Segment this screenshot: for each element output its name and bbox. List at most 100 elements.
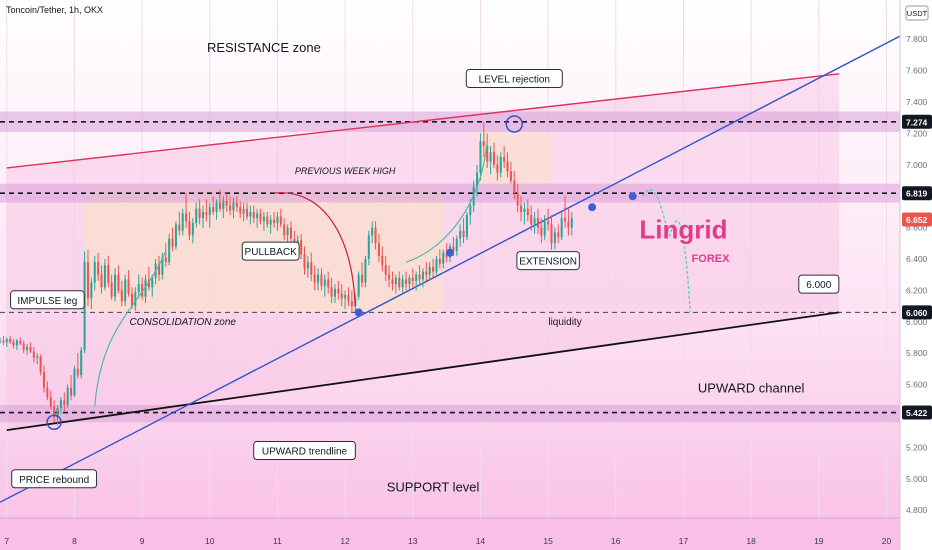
candle-body bbox=[476, 172, 479, 187]
candle-body bbox=[333, 288, 336, 297]
candle-body bbox=[266, 216, 269, 225]
impulse-leg-label: IMPULSE leg bbox=[17, 296, 77, 307]
candle-body bbox=[273, 219, 276, 223]
liquidity-label: liquidity bbox=[548, 317, 581, 328]
price-tag bbox=[902, 305, 932, 320]
candle-body bbox=[80, 350, 83, 376]
candle-body bbox=[361, 274, 364, 283]
candle-body bbox=[540, 227, 543, 236]
candle-body bbox=[415, 274, 418, 281]
price-tag-label: 6.819 bbox=[906, 189, 928, 199]
candle-body bbox=[42, 372, 45, 388]
x-tick-label: 20 bbox=[882, 536, 892, 546]
impulse-arrow bbox=[94, 250, 167, 407]
candle-body bbox=[232, 202, 235, 211]
candle-body bbox=[435, 259, 438, 272]
candle-body bbox=[482, 141, 485, 146]
candle-body bbox=[388, 274, 391, 280]
candle-body bbox=[313, 274, 316, 283]
candle-body bbox=[306, 262, 309, 269]
x-tick-label: 11 bbox=[273, 536, 282, 546]
candle-body bbox=[39, 356, 42, 373]
candle-body bbox=[330, 287, 333, 297]
candle-body bbox=[289, 227, 292, 239]
candle-body bbox=[269, 219, 272, 225]
zone-band bbox=[0, 404, 900, 423]
support-level-label: SUPPORT level bbox=[387, 479, 480, 494]
candle-body bbox=[174, 224, 177, 247]
candle-body bbox=[286, 227, 289, 236]
candle-body bbox=[438, 259, 441, 264]
candle-body bbox=[229, 205, 232, 211]
candle-body bbox=[310, 262, 313, 275]
candle-body bbox=[533, 218, 536, 225]
candle-body bbox=[181, 213, 184, 231]
candle-body bbox=[550, 224, 553, 244]
candle-body bbox=[12, 342, 15, 346]
candle-body bbox=[66, 387, 69, 405]
price-tag-label: 7.274 bbox=[906, 117, 928, 127]
candle-body bbox=[256, 213, 259, 219]
upward-trendline-label-frame bbox=[253, 441, 356, 461]
candle-body bbox=[442, 252, 445, 264]
candle-body bbox=[222, 200, 225, 209]
candle-body bbox=[327, 279, 330, 288]
extension-label-frame bbox=[516, 251, 580, 271]
candle-body bbox=[347, 295, 350, 302]
resistance-trendline bbox=[6, 73, 840, 169]
price-rebound-label-frame bbox=[11, 469, 98, 489]
y-tick-label: 7.400 bbox=[906, 97, 928, 107]
resistance-zone-label: RESISTANCE zone bbox=[207, 40, 321, 55]
upward-trendline bbox=[0, 35, 901, 503]
level-rejection-label-frame bbox=[465, 68, 563, 88]
candle-body bbox=[120, 290, 123, 302]
y-tick-label: 7.200 bbox=[906, 128, 928, 138]
currency-label: USDT bbox=[907, 9, 928, 18]
candle-body bbox=[9, 339, 12, 343]
extension-label-box: EXTENSION bbox=[516, 251, 580, 271]
candle-body bbox=[344, 295, 347, 299]
y-tick-label: 5.200 bbox=[906, 442, 928, 452]
touch-point bbox=[628, 192, 637, 201]
candle-body bbox=[141, 284, 144, 297]
candle-body bbox=[151, 277, 154, 288]
candle-body bbox=[489, 152, 492, 162]
candle-body bbox=[564, 218, 567, 222]
level-rejection-label: LEVEL rejection bbox=[479, 74, 550, 85]
candle-body bbox=[357, 274, 360, 297]
pullback-label: PULLBACK bbox=[245, 247, 298, 258]
price-axis-bg bbox=[900, 0, 932, 550]
candle-body bbox=[553, 232, 556, 244]
candle-body bbox=[557, 232, 560, 238]
candle-body bbox=[394, 277, 397, 285]
candle-body bbox=[421, 271, 424, 280]
candle-body bbox=[523, 208, 526, 212]
candle-body bbox=[455, 238, 458, 252]
candle-body bbox=[509, 171, 512, 181]
candle-body bbox=[350, 301, 353, 307]
candle-body bbox=[235, 202, 238, 208]
target-label-box: 6.000 bbox=[798, 274, 840, 294]
touch-point bbox=[446, 248, 454, 257]
candle-body bbox=[90, 282, 93, 299]
candle-body bbox=[496, 164, 499, 173]
candle-body bbox=[425, 271, 428, 275]
candle-body bbox=[164, 257, 167, 263]
y-tick-label: 7.600 bbox=[906, 66, 928, 76]
candle-body bbox=[124, 279, 127, 302]
candle-body bbox=[259, 213, 262, 222]
candle-body bbox=[377, 243, 380, 256]
y-tick-label: 6.400 bbox=[906, 254, 928, 264]
candle-body bbox=[93, 262, 96, 283]
candle-body bbox=[63, 400, 66, 405]
candle-body bbox=[110, 282, 113, 297]
x-tick-label: 12 bbox=[340, 536, 350, 546]
candle-body bbox=[337, 288, 340, 294]
rebound-marker bbox=[46, 414, 62, 430]
extension-arrow bbox=[405, 141, 488, 263]
x-tick-label: 9 bbox=[140, 536, 145, 546]
candle-body bbox=[70, 387, 73, 396]
candle-body bbox=[239, 207, 242, 214]
